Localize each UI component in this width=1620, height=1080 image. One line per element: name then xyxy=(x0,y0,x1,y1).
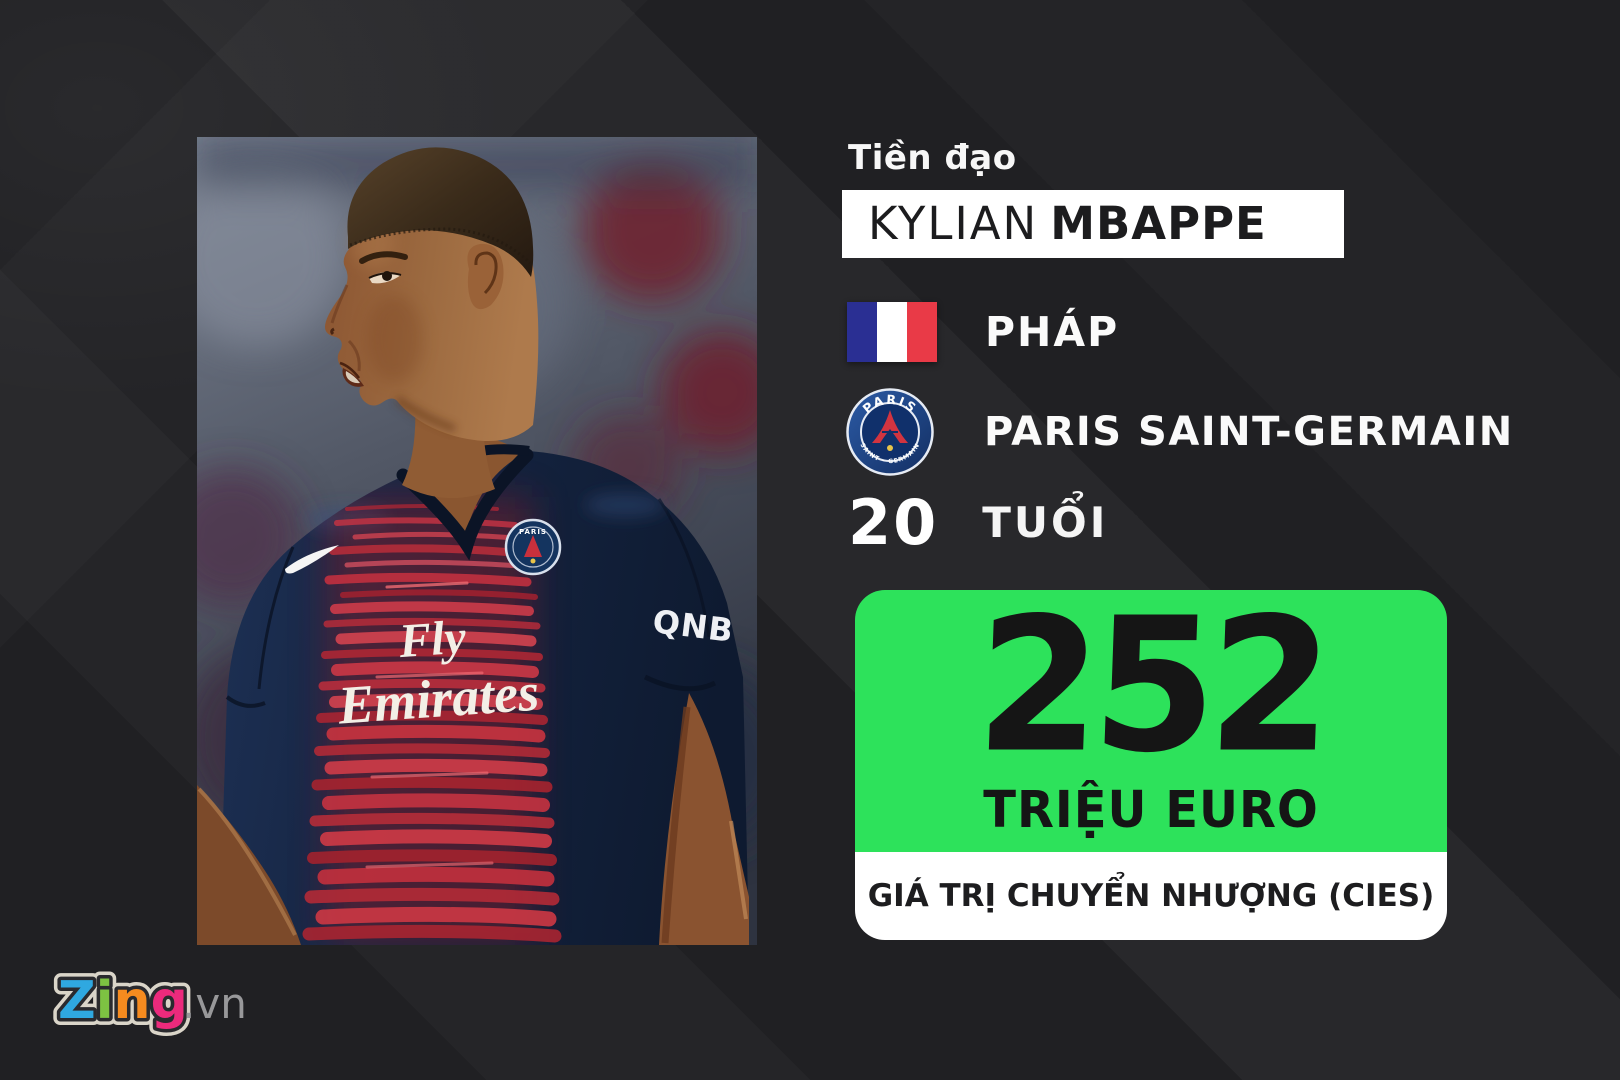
eyebrow xyxy=(359,251,408,264)
forearm-highlight xyxy=(197,787,297,936)
eiffel-tower-shape xyxy=(872,410,908,443)
fleur-de-lis-dot xyxy=(887,445,893,451)
eyelid xyxy=(368,272,402,279)
france-flag-icon xyxy=(847,302,937,362)
player-last-name: MBAPPE xyxy=(1050,197,1267,250)
chest-club-badge-icon: PARIS xyxy=(504,518,562,576)
zing-letter-i: i xyxy=(96,971,114,1031)
arm-shade xyxy=(661,706,691,944)
cheek-shading xyxy=(367,295,423,383)
nationality-label: PHÁP xyxy=(985,308,1120,356)
smile-crease xyxy=(347,339,361,372)
transfer-value-caption: GIÁ TRỊ CHUYỂN NHƯỢNG (CIES) xyxy=(855,852,1447,940)
transfer-value-card: 252 TRIỆU EURO GIÁ TRỊ CHUYỂN NHƯỢNG (CI… xyxy=(855,577,1447,940)
player-name-box: KYLIAN MBAPPE xyxy=(842,190,1344,258)
zing-letter-n: n xyxy=(114,971,151,1031)
age-number: 20 xyxy=(848,486,939,559)
player-photo: PARIS QNB Fly Emirates xyxy=(197,137,757,945)
jersey-red-streaks xyxy=(302,497,562,945)
psg-club-badge-icon: PARIS SAINT - GERMAIN xyxy=(846,388,934,476)
nostril xyxy=(330,327,335,336)
zing-letter-g: g xyxy=(151,971,188,1031)
right-forearm xyxy=(197,785,301,945)
upper-lip xyxy=(339,361,360,379)
shirt-sponsor: Fly Emirates xyxy=(335,611,541,736)
ear-inner xyxy=(474,251,498,295)
zing-logo-outer-outline: Zing xyxy=(58,971,188,1031)
arm-highlight xyxy=(729,820,748,920)
nationality-row: PHÁP xyxy=(847,302,1119,362)
zing-logo-letters: Zing xyxy=(58,971,188,1031)
teeth xyxy=(345,371,360,384)
shirt-sponsor-line2: Emirates xyxy=(335,662,541,736)
player-photo-illustration: PARIS QNB Fly Emirates xyxy=(197,137,757,945)
player-first-name: KYLIAN xyxy=(868,197,1039,250)
age-row: 20 TUỔI xyxy=(848,490,1108,556)
club-label: PARIS SAINT-GERMAIN xyxy=(984,409,1514,455)
club-row: PARIS SAINT - GERMAIN PARIS SAINT-GERMAI… xyxy=(846,388,1514,476)
shirt-sponsor-line1: Fly xyxy=(396,611,468,669)
zing-logo-suffix: .vn xyxy=(182,979,247,1028)
hair xyxy=(347,147,534,277)
zing-letter-z: Z xyxy=(58,971,96,1031)
chest-badge-text: PARIS xyxy=(519,528,547,536)
zing-vn-logo: Zing Zing Zing .vn xyxy=(51,964,247,1038)
transfer-value-panel: 252 TRIỆU EURO xyxy=(855,577,1447,852)
jaw-shadow xyxy=(394,395,457,433)
jersey-collar xyxy=(396,448,534,561)
position-label: Tiền đạo xyxy=(848,138,1017,178)
zing-logo-inner-outline: Zing xyxy=(58,971,188,1031)
nike-swoosh-icon xyxy=(285,545,339,574)
nose-shadow xyxy=(330,284,349,324)
transfer-value-number: 252 xyxy=(973,577,1329,794)
transfer-value-unit: TRIỆU EURO xyxy=(983,780,1319,840)
jersey-seams xyxy=(225,498,717,708)
age-unit-label: TUỔI xyxy=(982,498,1109,547)
